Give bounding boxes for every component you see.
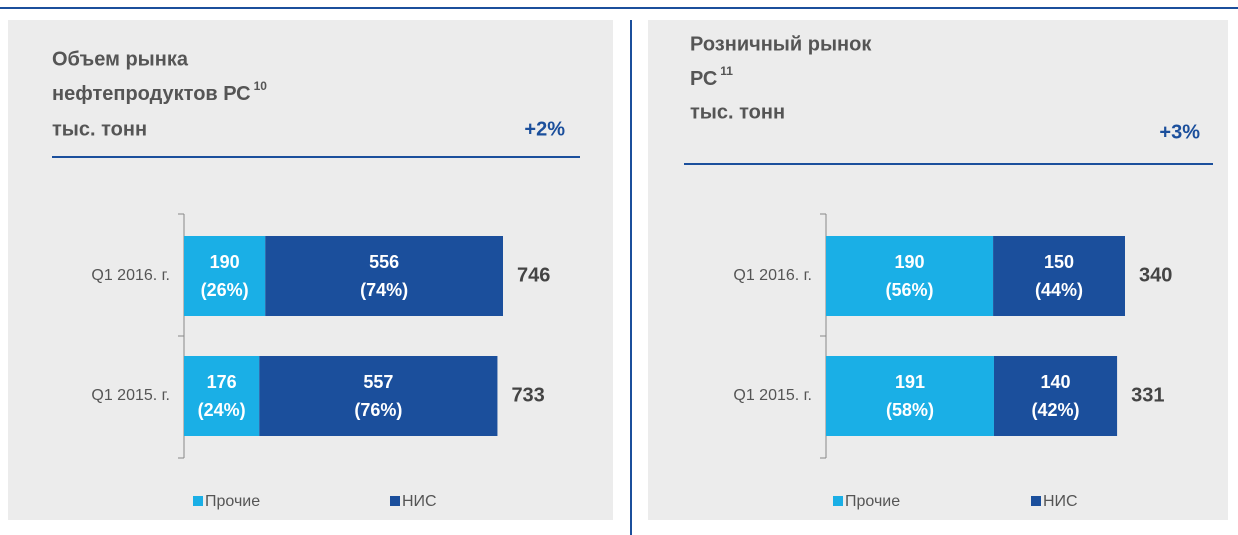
- bar-segment: [826, 356, 994, 436]
- total-label: 733: [511, 384, 544, 406]
- value-label: 150: [1044, 252, 1074, 272]
- legend-swatch: [390, 496, 400, 506]
- legend-label: НИС: [402, 493, 437, 510]
- bar-segment: [265, 236, 503, 316]
- value-label: 176: [207, 372, 237, 392]
- share-label: (42%): [1032, 400, 1080, 420]
- total-label: 331: [1131, 384, 1164, 406]
- bar-segment: [993, 356, 1118, 436]
- unit-label: тыс. тонн: [690, 101, 785, 123]
- unit-label: тыс. тонн: [52, 118, 147, 140]
- change-label: +3%: [1159, 121, 1200, 143]
- value-label: 556: [369, 252, 399, 272]
- bar-segment: [259, 356, 498, 436]
- legend-swatch: [833, 496, 843, 506]
- category-label: Q1 2016. г.: [733, 267, 812, 284]
- share-label: (26%): [201, 280, 249, 300]
- value-label: 140: [1041, 372, 1071, 392]
- share-label: (76%): [354, 400, 402, 420]
- legend-label: Прочие: [845, 493, 900, 510]
- legend-swatch: [1031, 496, 1041, 506]
- share-label: (58%): [886, 400, 934, 420]
- chart-title: нефтепродуктов РС 10: [52, 79, 267, 105]
- bar-segment: [993, 236, 1125, 316]
- title-text: РС: [690, 68, 717, 90]
- change-label: +2%: [524, 118, 565, 140]
- value-label: 190: [210, 252, 240, 272]
- title-text: нефтепродуктов РС: [52, 83, 251, 105]
- bar-segment: [826, 236, 994, 316]
- share-label: (56%): [886, 280, 934, 300]
- chart-title: Розничный рынок: [690, 33, 872, 55]
- share-label: (74%): [360, 280, 408, 300]
- legend-label: НИС: [1043, 493, 1078, 510]
- total-label: 746: [517, 264, 550, 286]
- chart-title: РС 11: [690, 64, 733, 90]
- bar-segment: [184, 356, 260, 436]
- category-label: Q1 2015. г.: [91, 387, 170, 404]
- legend-swatch: [193, 496, 203, 506]
- bar-segment: [184, 236, 266, 316]
- footnote-mark: 11: [720, 64, 733, 78]
- footnote-mark: 10: [254, 79, 268, 93]
- value-label: 557: [363, 372, 393, 392]
- share-label: (24%): [198, 400, 246, 420]
- chart-title: Объем рынка: [52, 48, 189, 70]
- category-label: Q1 2015. г.: [733, 387, 812, 404]
- value-label: 191: [895, 372, 925, 392]
- legend-label: Прочие: [205, 493, 260, 510]
- category-label: Q1 2016. г.: [91, 267, 170, 284]
- total-label: 340: [1139, 264, 1172, 286]
- value-label: 190: [895, 252, 925, 272]
- share-label: (44%): [1035, 280, 1083, 300]
